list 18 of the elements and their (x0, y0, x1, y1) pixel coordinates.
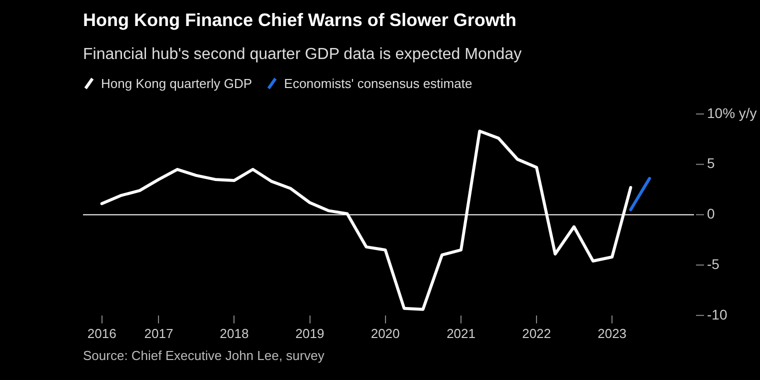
source-note: Source: Chief Executive John Lee, survey (83, 348, 324, 363)
x-tick-label: 2023 (598, 326, 627, 341)
y-tick-label: 0 (707, 206, 715, 222)
y-tick-label: 5 (707, 155, 715, 172)
x-tick-label: 2018 (220, 326, 249, 341)
x-tick-label: 2022 (522, 326, 552, 341)
chart-subtitle: Financial hub's second quarter GDP data is expected Monday (83, 46, 522, 64)
x-tick-label: 2017 (144, 326, 174, 341)
y-tick-label: -10 (707, 306, 728, 322)
x-tick-label: 2019 (295, 326, 324, 341)
legend-label: Economists' consensus estimate (284, 76, 472, 91)
x-tick-label: 2020 (370, 326, 400, 341)
x-tick-label: 2021 (446, 326, 476, 341)
y-tick-label: -5 (707, 256, 720, 272)
chart-title: Hong Kong Finance Chief Warns of Slower Growth (83, 10, 516, 31)
x-tick-label: 2016 (87, 326, 116, 341)
legend-label: Hong Kong quarterly GDP (101, 76, 252, 91)
y-tick-label: 10% y/y (707, 104, 757, 121)
